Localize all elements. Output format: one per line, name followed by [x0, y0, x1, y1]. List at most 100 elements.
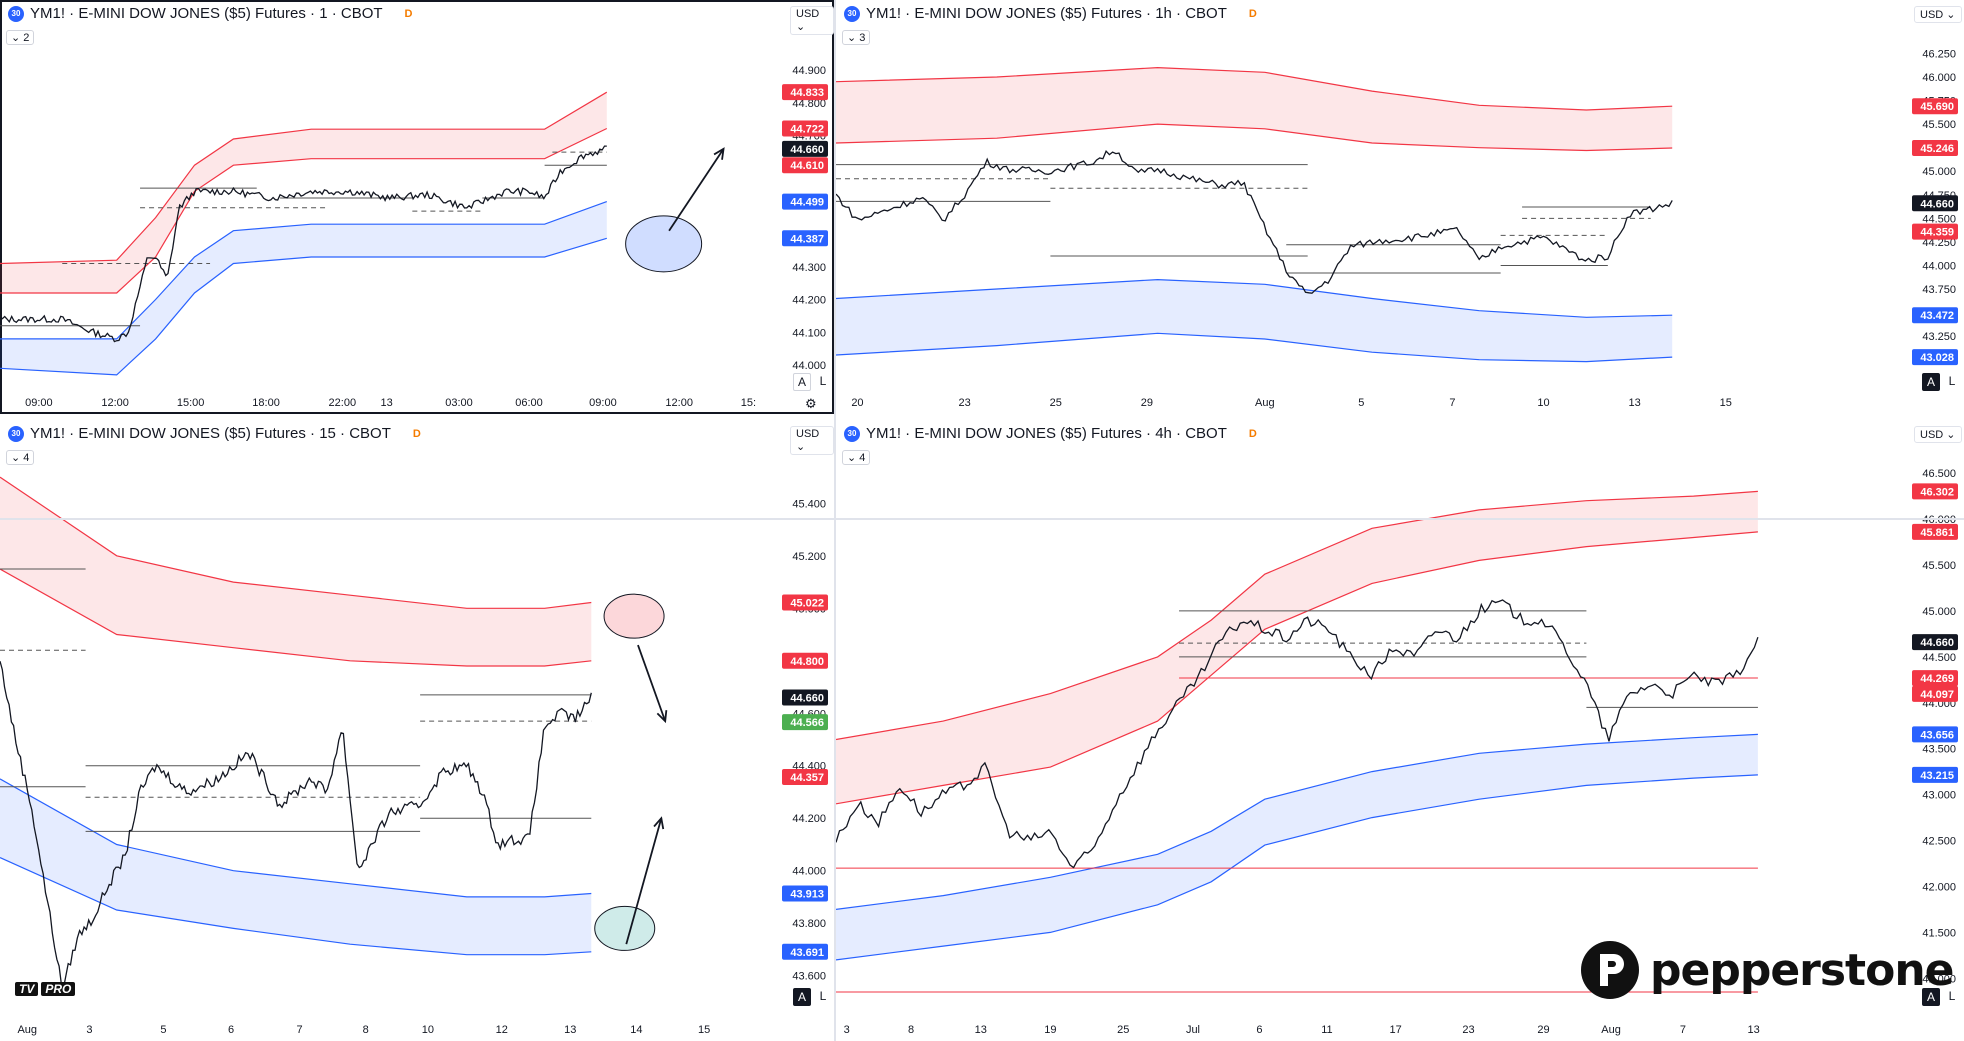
auto-scale-button[interactable]: A: [793, 373, 811, 391]
settings-gear-icon[interactable]: ⚙: [805, 396, 817, 411]
chart-svg-1m[interactable]: 44.00044.10044.20044.30044.40044.50044.6…: [0, 0, 834, 414]
x-tick-label: 15:: [741, 397, 756, 409]
tv-mark: TV: [15, 982, 39, 996]
price-series: [0, 661, 592, 989]
x-tick-label: 11: [1321, 1024, 1332, 1036]
data-delay-badge[interactable]: D: [1248, 7, 1257, 20]
chart-panel-4h[interactable]: 41.000 41.500 42.000 42.500 43.000 43.500 44.0…: [836, 420, 1964, 1041]
chart-header: 30 YM1! · E-MINI DOW JONES ($5) Futures …: [8, 425, 421, 442]
symbol-title[interactable]: YM1! · E-MINI DOW JONES ($5) Futures · 4…: [866, 425, 1227, 442]
indicators-collapse-button[interactable]: ⌄ 2: [6, 30, 35, 45]
red-band-lower-line: [836, 123, 1673, 152]
x-tick-label: 25: [1050, 397, 1062, 409]
panel-divider-horizontal[interactable]: [0, 518, 1964, 520]
chart-panel-15m[interactable]: 43.60043.80044.00044.20044.40044.60044.8…: [0, 420, 834, 1041]
price-series: [0, 145, 607, 343]
price-label-box: [782, 689, 828, 706]
price-label-text: 43.028: [1920, 352, 1954, 364]
symbol-title[interactable]: YM1! · E-MINI DOW JONES ($5) Futures · 1…: [30, 425, 391, 442]
price-label-box: [1912, 670, 1958, 687]
y-tick-label: 45.000: [1922, 606, 1956, 618]
x-tick-label: 12:00: [101, 397, 129, 409]
x-tick-label: 7: [1449, 397, 1455, 409]
price-series: [836, 599, 1759, 869]
chart-panel-1m[interactable]: 44.00044.10044.20044.30044.40044.50044.6…: [0, 0, 834, 414]
x-tick-label: 18:00: [252, 397, 280, 409]
price-label-box: [1912, 483, 1958, 500]
pro-mark: PRO: [41, 982, 76, 996]
price-label-text: 45.690: [1920, 101, 1954, 113]
y-tick-label: 45.400: [792, 498, 826, 510]
auto-scale-button[interactable]: A: [1922, 373, 1940, 391]
x-tick-label: 6: [1256, 1024, 1262, 1036]
scale-buttons: A L: [793, 373, 831, 391]
chart-svg-4h[interactable]: 41.000 41.500 42.000 42.500 43.000 43.500 44.0…: [836, 420, 1964, 1041]
y-tick-label: 44.300: [792, 262, 826, 274]
currency-selector[interactable]: USD ⌄: [790, 6, 834, 35]
price-label-text: 44.359: [1920, 227, 1954, 239]
indicators-collapse-button[interactable]: ⌄ 3: [842, 30, 871, 45]
red-band-fill: [0, 477, 592, 666]
direction-arrow: [637, 644, 667, 722]
data-delay-badge[interactable]: D: [412, 427, 421, 440]
log-scale-button[interactable]: L: [1948, 989, 1956, 1003]
auto-scale-button[interactable]: A: [1922, 988, 1940, 1006]
red-band-upper-line: [0, 91, 608, 265]
y-tick-label: 44.250: [1922, 237, 1956, 249]
price-label-text: 44.357: [790, 772, 824, 784]
y-tick-label: 41.500: [1922, 927, 1956, 939]
red-band-upper-line: [0, 476, 592, 609]
x-tick-label: 20: [851, 397, 863, 409]
symbol-title[interactable]: YM1! · E-MINI DOW JONES ($5) Futures · 1…: [30, 5, 383, 22]
price-label-text: 44.660: [1920, 637, 1954, 649]
indicators-collapse-button[interactable]: ⌄ 4: [842, 450, 871, 465]
direction-arrow: [625, 817, 663, 945]
red-band-fill: [0, 92, 607, 293]
scale-buttons: A L: [793, 988, 831, 1006]
x-tick-label: 10: [1537, 397, 1549, 409]
currency-selector[interactable]: USD ⌄: [1914, 6, 1962, 23]
arrow-head: [656, 710, 668, 724]
x-tick-label: 12: [496, 1024, 508, 1036]
chart-panel-1h[interactable]: 43.00043.25043.50043.75044.00044.25044.5…: [836, 0, 1964, 414]
panel-divider-vertical[interactable]: [834, 0, 836, 1041]
log-scale-button[interactable]: L: [1948, 374, 1956, 388]
log-scale-button[interactable]: L: [819, 374, 827, 388]
symbol-title[interactable]: YM1! · E-MINI DOW JONES ($5) Futures · 1…: [866, 5, 1227, 22]
price-label-box: [782, 230, 828, 247]
log-scale-button[interactable]: L: [819, 989, 827, 1003]
red-band-fill: [836, 67, 1673, 151]
y-tick-label: 44.200: [792, 813, 826, 825]
chart-svg-15m[interactable]: 43.60043.80044.00044.20044.40044.60044.8…: [0, 420, 834, 1041]
price-label-box: [782, 769, 828, 786]
price-label-box: [1912, 98, 1958, 115]
data-delay-badge[interactable]: D: [1248, 427, 1257, 440]
blue-band-fill: [836, 279, 1673, 362]
blue-band-lower-line: [836, 774, 1758, 961]
x-tick-label: 19: [1044, 1024, 1056, 1036]
blue-band-lower-line: [0, 237, 607, 376]
x-tick-label: 22:00: [329, 397, 357, 409]
x-tick-label: 7: [1680, 1024, 1686, 1036]
red-band-lower-line: [0, 568, 592, 667]
price-label-text: 45.022: [790, 598, 824, 610]
y-tick-label: 43.600: [792, 971, 826, 983]
pepperstone-logo: pepperstone: [1580, 940, 1954, 1000]
indicators-collapse-button[interactable]: ⌄ 4: [6, 450, 35, 465]
auto-scale-button[interactable]: A: [793, 988, 811, 1006]
chart-svg-1h[interactable]: 43.00043.25043.50043.75044.00044.25044.5…: [836, 0, 1964, 414]
blue-band-upper-line: [0, 778, 592, 898]
x-tick-label: 5: [1358, 397, 1364, 409]
indicator-count: 2: [23, 32, 30, 44]
price-label-text: 45.861: [1920, 527, 1954, 539]
price-label-text: 46.302: [1920, 486, 1954, 498]
currency-selector[interactable]: USD ⌄: [1914, 426, 1962, 443]
currency-selector[interactable]: USD ⌄: [790, 426, 834, 455]
price-label-box: [782, 193, 828, 210]
data-delay-badge[interactable]: D: [404, 7, 413, 20]
y-tick-label: 43.500: [1922, 744, 1956, 756]
target-ellipse: [625, 215, 703, 273]
price-label-box: [782, 885, 828, 902]
y-tick-label: 44.000: [792, 360, 826, 372]
price-label-box: [782, 652, 828, 669]
